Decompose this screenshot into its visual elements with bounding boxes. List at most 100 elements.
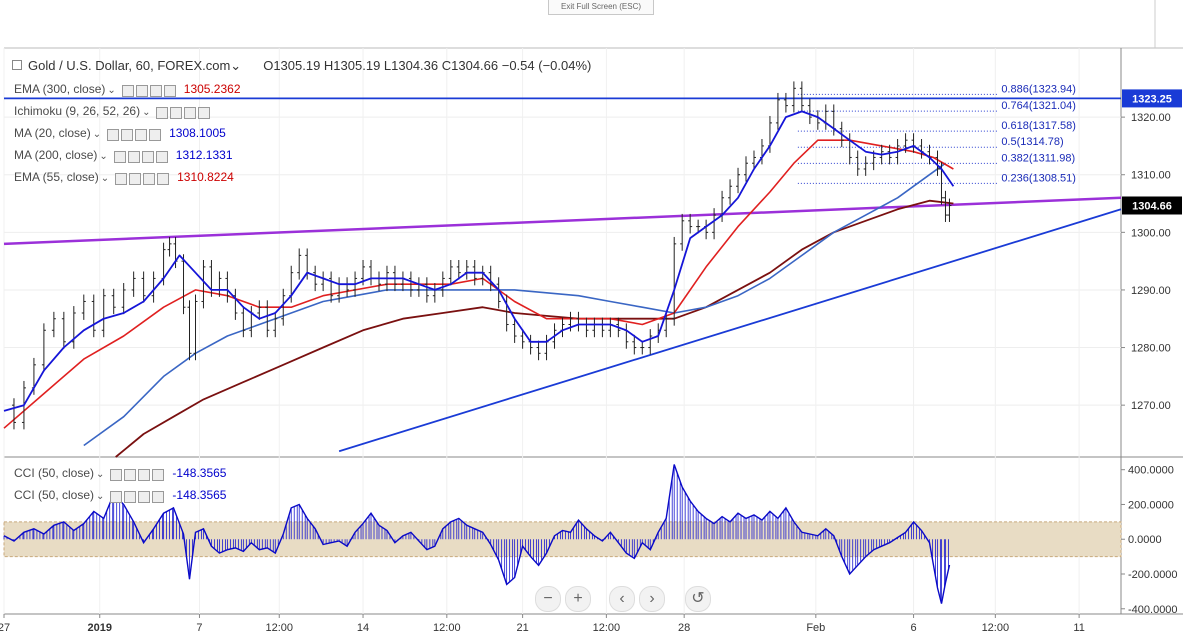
- indicator-value: 1312.1331: [175, 148, 233, 162]
- fib-level-label: 0.382(1311.98): [1001, 152, 1075, 164]
- scroll-left-button[interactable]: ‹: [609, 586, 635, 612]
- cci-value: -148.3565: [172, 466, 227, 480]
- axes: 1270.00 1280.00 1290.00 1300.00 1310.00 1320.…: [0, 89, 1182, 634]
- indicator-legend[interactable]: Ichimoku (9, 26, 52, 26) ⌄: [14, 104, 218, 119]
- settings-icon[interactable]: [170, 106, 183, 119]
- chevron-down-icon[interactable]: ⌄: [107, 85, 116, 96]
- resistance-trendline: [3, 196, 1122, 246]
- settings-icon[interactable]: [127, 150, 140, 163]
- plus-icon[interactable]: [143, 172, 156, 185]
- indicator-value: 1308.1005: [169, 126, 226, 140]
- plus-icon[interactable]: [149, 84, 162, 97]
- collapse-icon[interactable]: [12, 60, 22, 70]
- chevron-down-icon[interactable]: ⌄: [230, 58, 242, 73]
- last-price-badge: [1122, 196, 1182, 215]
- close-icon[interactable]: [149, 128, 162, 141]
- eye-icon[interactable]: [121, 84, 134, 97]
- scroll-right-button[interactable]: ›: [639, 586, 665, 612]
- price-tick-label: 1270.00: [1131, 400, 1171, 412]
- time-tick-label: 12:00: [593, 622, 621, 634]
- settings-icon[interactable]: [124, 468, 137, 481]
- indicator-name[interactable]: Ichimoku (9, 26, 52, 26): [14, 104, 141, 118]
- indicator-name[interactable]: EMA (55, close): [14, 170, 99, 184]
- time-tick-label: 21: [516, 622, 528, 634]
- fib-level-label: 0.5(1314.78): [1001, 136, 1063, 148]
- eye-icon[interactable]: [110, 468, 123, 481]
- chevron-down-icon[interactable]: ⌄: [100, 173, 110, 184]
- indicator-name[interactable]: MA (20, close): [14, 126, 91, 140]
- fib-level-label: 0.236(1308.51): [1001, 172, 1076, 184]
- eye-icon[interactable]: [110, 490, 123, 503]
- close-icon[interactable]: [152, 468, 165, 481]
- close-icon[interactable]: [155, 150, 168, 163]
- chevron-down-icon[interactable]: ⌄: [96, 491, 105, 502]
- cci-line: [3, 464, 951, 604]
- cci-tick-label: 200.0000: [1128, 499, 1174, 511]
- cci-name[interactable]: CCI (50, close): [14, 488, 95, 502]
- time-tick-label: 12:00: [265, 622, 293, 634]
- eye-icon[interactable]: [156, 106, 169, 119]
- price-tick-label: 1290.00: [1131, 285, 1171, 297]
- indicator-value: 1305.2362: [183, 82, 241, 96]
- cci-legend[interactable]: CCI (50, close) ⌄ -148.3565: [14, 466, 226, 481]
- price-tick-label: 1310.00: [1131, 170, 1171, 182]
- fib-level-label: 0.618(1317.58): [1001, 120, 1076, 132]
- reset-chart-button[interactable]: ↺: [685, 586, 711, 612]
- close-icon[interactable]: [157, 172, 170, 185]
- symbol-title[interactable]: Gold / U.S. Dollar, 60, FOREX.com: [28, 58, 231, 73]
- settings-icon[interactable]: [124, 490, 137, 503]
- plus-icon[interactable]: [138, 490, 151, 503]
- plus-icon[interactable]: [138, 468, 151, 481]
- time-tick-label: 28: [678, 622, 690, 634]
- legend-controls: [110, 489, 166, 503]
- zoom-out-button[interactable]: −: [535, 586, 561, 612]
- ohlc-values: O1305.19 H1305.19 L1304.36 C1304.66 −0.5…: [263, 58, 592, 73]
- time-tick-label: 12:00: [982, 622, 1010, 634]
- legend-controls: [110, 467, 166, 481]
- trend-lines[interactable]: [3, 97, 1122, 453]
- cci-series: [3, 464, 951, 604]
- fibonacci-retracement[interactable]: 0.886(1323.94) 0.764(1321.04) 0.618(1317.5…: [797, 83, 1076, 184]
- chevron-down-icon[interactable]: ⌄: [96, 469, 105, 480]
- cci-tick-label: 400.0000: [1128, 465, 1174, 477]
- indicator-legend[interactable]: EMA (300, close) ⌄ 1305.2362: [14, 82, 241, 97]
- chevron-down-icon[interactable]: ⌄: [92, 129, 102, 140]
- price-tick-label: 1280.00: [1131, 343, 1171, 355]
- close-icon[interactable]: [163, 84, 176, 97]
- indicator-legend[interactable]: MA (20, close) ⌄ 1308.1005: [14, 126, 226, 141]
- settings-icon[interactable]: [129, 172, 142, 185]
- line-price-badge-text: 1323.25: [1132, 93, 1172, 105]
- ema55-line: [3, 139, 954, 429]
- ma20-line: [3, 110, 955, 412]
- time-tick-label: 6: [910, 622, 916, 634]
- eye-icon[interactable]: [107, 128, 120, 141]
- close-icon[interactable]: [152, 490, 165, 503]
- cci-legend[interactable]: CCI (50, close) ⌄ -148.3565: [14, 488, 226, 503]
- indicator-name[interactable]: MA (200, close): [14, 148, 98, 162]
- zoom-in-button[interactable]: +: [565, 586, 591, 612]
- chevron-down-icon[interactable]: ⌄: [99, 151, 108, 162]
- cci-tick-label: -400.0000: [1128, 604, 1178, 616]
- indicator-legend[interactable]: MA (200, close) ⌄ 1312.1331: [14, 148, 233, 163]
- time-tick-label: 7: [196, 622, 202, 634]
- line-price-badge: [1122, 89, 1182, 108]
- legend-controls: [115, 171, 171, 185]
- symbol-header: Gold / U.S. Dollar, 60, FOREX.com⌄ O1305.…: [12, 58, 591, 74]
- close-icon[interactable]: [198, 106, 211, 119]
- indicator-legend[interactable]: EMA (55, close) ⌄ 1310.8224: [14, 170, 234, 185]
- plus-icon[interactable]: [184, 106, 197, 119]
- time-tick-label: 27: [0, 622, 10, 634]
- indicator-name[interactable]: EMA (300, close): [14, 82, 106, 96]
- plus-icon[interactable]: [141, 150, 154, 163]
- cci-name[interactable]: CCI (50, close): [14, 466, 95, 480]
- settings-icon[interactable]: [135, 84, 148, 97]
- eye-icon[interactable]: [115, 172, 128, 185]
- chevron-down-icon[interactable]: ⌄: [142, 107, 151, 118]
- legend-controls: [107, 127, 163, 141]
- time-tick-label: 12:00: [433, 622, 461, 634]
- exit-fullscreen-button[interactable]: Exit Full Screen (ESC): [548, 0, 654, 15]
- settings-icon[interactable]: [121, 128, 134, 141]
- eye-icon[interactable]: [113, 150, 126, 163]
- plus-icon[interactable]: [135, 128, 148, 141]
